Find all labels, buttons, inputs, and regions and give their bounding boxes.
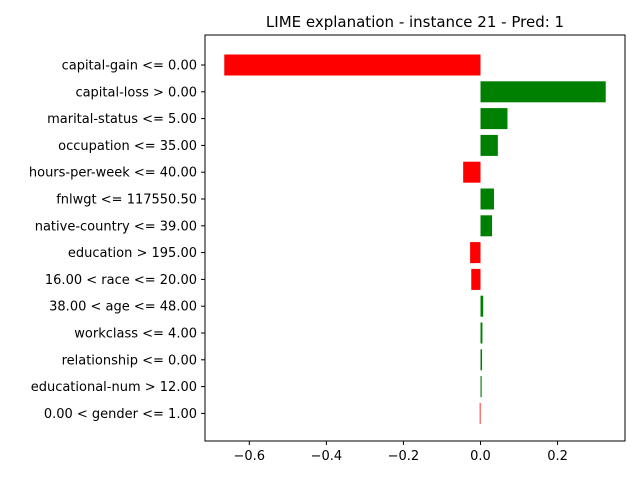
- x-tick-label-0: −0.6: [234, 449, 266, 464]
- y-tick-label-1: capital-loss > 0.00: [75, 85, 197, 100]
- bar-8: [471, 268, 481, 290]
- y-tick-label-10: workclass <= 4.00: [74, 327, 197, 342]
- bars-layer: [224, 54, 606, 424]
- x-tick-label-4: 0.2: [547, 449, 568, 464]
- y-tick-label-5: fnlwgt <= 117550.50: [56, 193, 197, 208]
- bar-6: [480, 215, 493, 237]
- bar-5: [480, 188, 494, 210]
- y-tick-label-7: education > 195.00: [68, 246, 197, 261]
- x-tick-label-1: −0.4: [311, 449, 343, 464]
- y-tick-label-11: relationship <= 0.00: [62, 353, 197, 368]
- y-tick-label-4: hours-per-week <= 40.00: [29, 166, 197, 181]
- y-tick-label-3: occupation <= 35.00: [58, 139, 197, 154]
- y-tick-label-9: 38.00 < age <= 48.00: [49, 300, 197, 315]
- chart-title: LIME explanation - instance 21 - Pred: 1: [266, 13, 564, 31]
- y-axis: capital-gain <= 0.00 capital-loss > 0.00 m…: [29, 59, 205, 422]
- bar-12: [480, 376, 482, 398]
- bar-9: [480, 295, 484, 317]
- x-tick-label-2: −0.2: [388, 449, 420, 464]
- plot-frame: [204, 34, 626, 442]
- bar-2: [480, 108, 508, 130]
- x-axis: −0.6 −0.4 −0.2 0.0 0.2: [234, 441, 568, 464]
- bar-1: [480, 81, 606, 103]
- y-tick-label-6: native-country <= 39.00: [35, 219, 197, 234]
- y-tick-label-13: 0.00 < gender <= 1.00: [44, 407, 197, 422]
- bar-7: [470, 242, 481, 264]
- bar-4: [463, 161, 481, 183]
- bar-13: [479, 402, 481, 424]
- bar-11: [480, 349, 483, 371]
- bar-0: [224, 54, 481, 76]
- y-tick-label-2: marital-status <= 5.00: [47, 112, 197, 127]
- bar-10: [480, 322, 483, 344]
- x-tick-label-3: 0.0: [470, 449, 491, 464]
- y-tick-label-12: educational-num > 12.00: [31, 380, 197, 395]
- y-tick-label-0: capital-gain <= 0.00: [62, 59, 197, 74]
- bar-3: [480, 134, 498, 156]
- y-tick-label-8: 16.00 < race <= 20.00: [45, 273, 197, 288]
